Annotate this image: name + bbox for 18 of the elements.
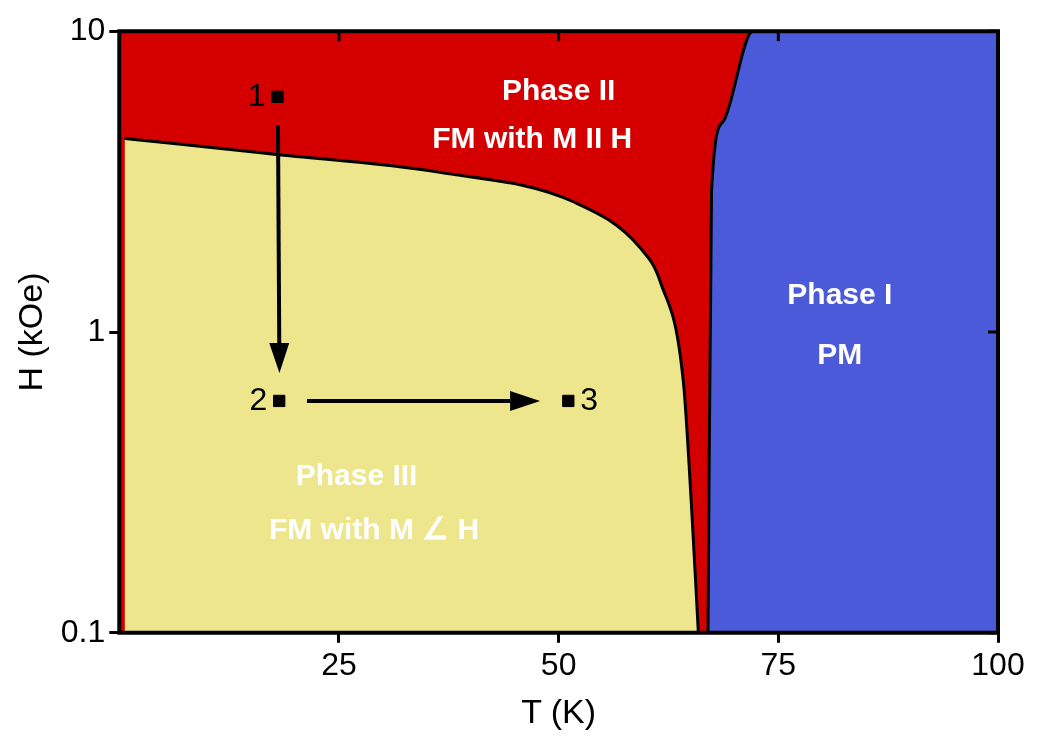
annotation: FM with M II H (432, 120, 633, 154)
annotation: Phase III (295, 457, 418, 491)
y-axis-title: H (kOe) (10, 272, 49, 392)
annotation: 3 (580, 380, 599, 417)
x-axis-title: T (K) (521, 691, 597, 730)
x-tick-label: 75 (760, 645, 797, 682)
annotation: PM (817, 337, 863, 371)
x-tick-label: 25 (321, 645, 357, 682)
annotation: Phase II (501, 72, 616, 106)
annotation: Phase I (787, 277, 893, 311)
annotation: 1 (247, 76, 266, 113)
y-tick-label: 0.1 (60, 612, 106, 649)
annotation: FM with M ∠ H (268, 511, 480, 545)
annotation: 2 (249, 380, 268, 417)
x-tick-label: 50 (540, 645, 577, 682)
y-tick-label: 10 (69, 11, 106, 48)
y-tick-label: 1 (87, 311, 106, 348)
x-tick-label: 100 (971, 645, 1025, 682)
